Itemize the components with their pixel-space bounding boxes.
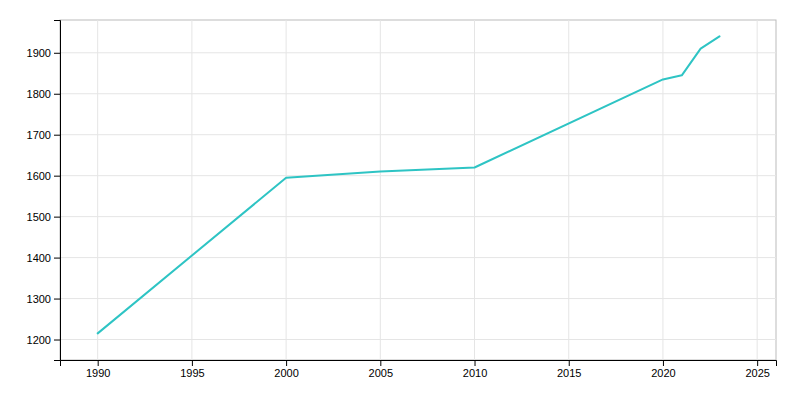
x-tick: 1990 bbox=[86, 360, 110, 379]
x-tick: 2010 bbox=[463, 360, 487, 379]
x-tick: 2015 bbox=[557, 360, 581, 379]
y-tick: 1800 bbox=[27, 88, 60, 100]
grid-line-x bbox=[662, 20, 663, 360]
x-tick-mark bbox=[380, 360, 381, 366]
marks bbox=[98, 36, 720, 333]
y-tick: 1400 bbox=[27, 252, 60, 264]
grid-line-y bbox=[60, 134, 776, 135]
grid-line-x bbox=[286, 20, 287, 360]
grid-line-x bbox=[568, 20, 569, 360]
grid-line-y bbox=[60, 339, 776, 340]
x-tick: 2025 bbox=[745, 360, 769, 379]
y-tick: 1300 bbox=[27, 293, 60, 305]
x-tick-label: 2025 bbox=[745, 367, 769, 379]
grid-line-x bbox=[380, 20, 381, 360]
y-tick: 1900 bbox=[27, 47, 60, 59]
x-tick-label: 2010 bbox=[463, 367, 487, 379]
x-tick-mark bbox=[98, 360, 99, 366]
y-tick-mark bbox=[54, 135, 60, 136]
x-tick-label: 2005 bbox=[369, 367, 393, 379]
y-tick-label: 1200 bbox=[27, 334, 51, 346]
x-tick-mark bbox=[475, 360, 476, 366]
grid-line-y bbox=[60, 257, 776, 258]
y-tick-label: 1900 bbox=[27, 47, 51, 59]
y-tick-mark bbox=[54, 94, 60, 95]
y-tick-mark bbox=[54, 176, 60, 177]
x-tick-mark bbox=[757, 360, 758, 366]
grid-line-x bbox=[191, 20, 192, 360]
y-tick-mark bbox=[54, 299, 60, 300]
y-tick-label: 1800 bbox=[27, 88, 51, 100]
chart: 1990 1995 2000 2005 2010 2015 2020 2025 1200 1300… bbox=[0, 0, 800, 400]
plot-frame bbox=[60, 20, 776, 360]
y-tick-label: 1300 bbox=[27, 293, 51, 305]
y-tick-label: 1500 bbox=[27, 211, 51, 223]
x-tick: 1995 bbox=[180, 360, 204, 379]
grid-line-x bbox=[474, 20, 475, 360]
grid-line-y bbox=[60, 93, 776, 94]
y-tick-label: 1700 bbox=[27, 129, 51, 141]
x-tick: 2005 bbox=[369, 360, 393, 379]
grid-line-y bbox=[60, 52, 776, 53]
grid-line-x bbox=[757, 20, 758, 360]
grid-line-y bbox=[60, 298, 776, 299]
y-axis: 1200 1300 1400 1500 1600 1700 1800 1900 bbox=[27, 21, 61, 361]
y-tick: 1700 bbox=[27, 129, 60, 141]
x-tick-label: 2000 bbox=[274, 367, 298, 379]
x-tick-mark bbox=[663, 360, 664, 366]
grid-line-y bbox=[60, 175, 776, 176]
y-tick-mark bbox=[54, 340, 60, 341]
y-tick-mark bbox=[54, 258, 60, 259]
y-tick-label: 1600 bbox=[27, 170, 51, 182]
y-tick: 1500 bbox=[27, 211, 60, 223]
x-tick-label: 2015 bbox=[557, 367, 581, 379]
x-tick-label: 1990 bbox=[86, 367, 110, 379]
grid-line-x bbox=[97, 20, 98, 360]
y-tick-label: 1400 bbox=[27, 252, 51, 264]
x-tick-mark bbox=[192, 360, 193, 366]
y-tick: 1600 bbox=[27, 170, 60, 182]
x-axis: 1990 1995 2000 2005 2010 2015 2020 2025 bbox=[61, 360, 777, 379]
grid bbox=[60, 20, 776, 360]
x-tick-label: 2020 bbox=[651, 367, 675, 379]
plot: 1990 1995 2000 2005 2010 2015 2020 2025 1200 1300… bbox=[27, 20, 777, 379]
x-tick-mark bbox=[569, 360, 570, 366]
x-tick-label: 1995 bbox=[180, 367, 204, 379]
y-tick-mark bbox=[54, 217, 60, 218]
y-tick: 1200 bbox=[27, 334, 60, 346]
y-tick-mark bbox=[54, 53, 60, 54]
line bbox=[98, 36, 720, 333]
x-tick-mark bbox=[286, 360, 287, 366]
x-axis-line bbox=[61, 361, 777, 367]
x-tick: 2020 bbox=[651, 360, 675, 379]
grid-line-y bbox=[60, 216, 776, 217]
y-axis-line bbox=[54, 21, 61, 361]
x-tick: 2000 bbox=[274, 360, 298, 379]
